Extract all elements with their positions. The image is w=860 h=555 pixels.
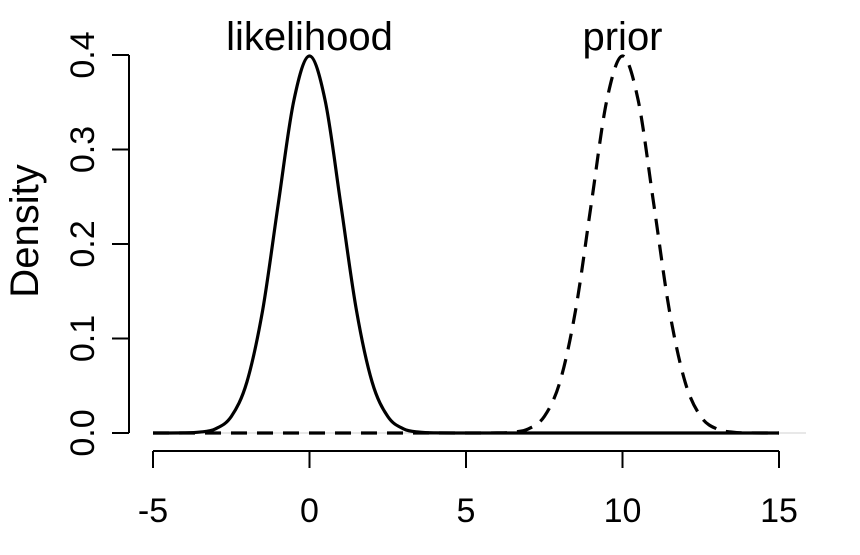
- y-tick-label: 0.4: [64, 31, 102, 78]
- y-ticks: 0.0 0.1 0.2 0.3 0.4: [64, 31, 129, 457]
- x-tick-label: 0: [300, 492, 319, 530]
- x-ticks: -5 0 5 10 15: [138, 451, 798, 530]
- y-tick-label: 0.1: [64, 315, 102, 362]
- annotation-label: prior: [582, 15, 662, 59]
- series-line-dashed: [152, 54, 780, 435]
- annotations: likelihood prior: [226, 15, 662, 59]
- x-tick-label: 10: [604, 492, 642, 530]
- series-line-solid: [152, 54, 779, 435]
- x-tick-label: 5: [457, 492, 476, 530]
- x-tick-label: 15: [760, 492, 798, 530]
- y-tick-label: 0.0: [64, 409, 102, 456]
- y-axis: 0.0 0.1 0.2 0.3 0.4: [64, 31, 130, 457]
- x-tick-label: -5: [138, 492, 168, 530]
- y-tick-label: 0.3: [64, 126, 102, 173]
- y-tick-label: 0.2: [64, 220, 102, 267]
- y-axis-label: Density: [3, 164, 47, 297]
- x-axis: -5 0 5 10 15: [138, 450, 798, 530]
- annotation-label: likelihood: [226, 15, 393, 59]
- series-layer: [152, 54, 806, 435]
